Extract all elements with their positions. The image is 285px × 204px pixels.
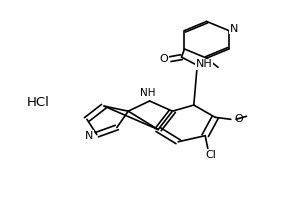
Text: N: N [230, 23, 238, 34]
Text: N: N [85, 131, 93, 141]
Text: O: O [160, 54, 168, 64]
Text: NH: NH [196, 59, 213, 69]
Text: NH: NH [141, 88, 156, 98]
Text: HCl: HCl [27, 95, 50, 109]
Text: O: O [234, 114, 243, 124]
Text: Cl: Cl [205, 150, 216, 160]
